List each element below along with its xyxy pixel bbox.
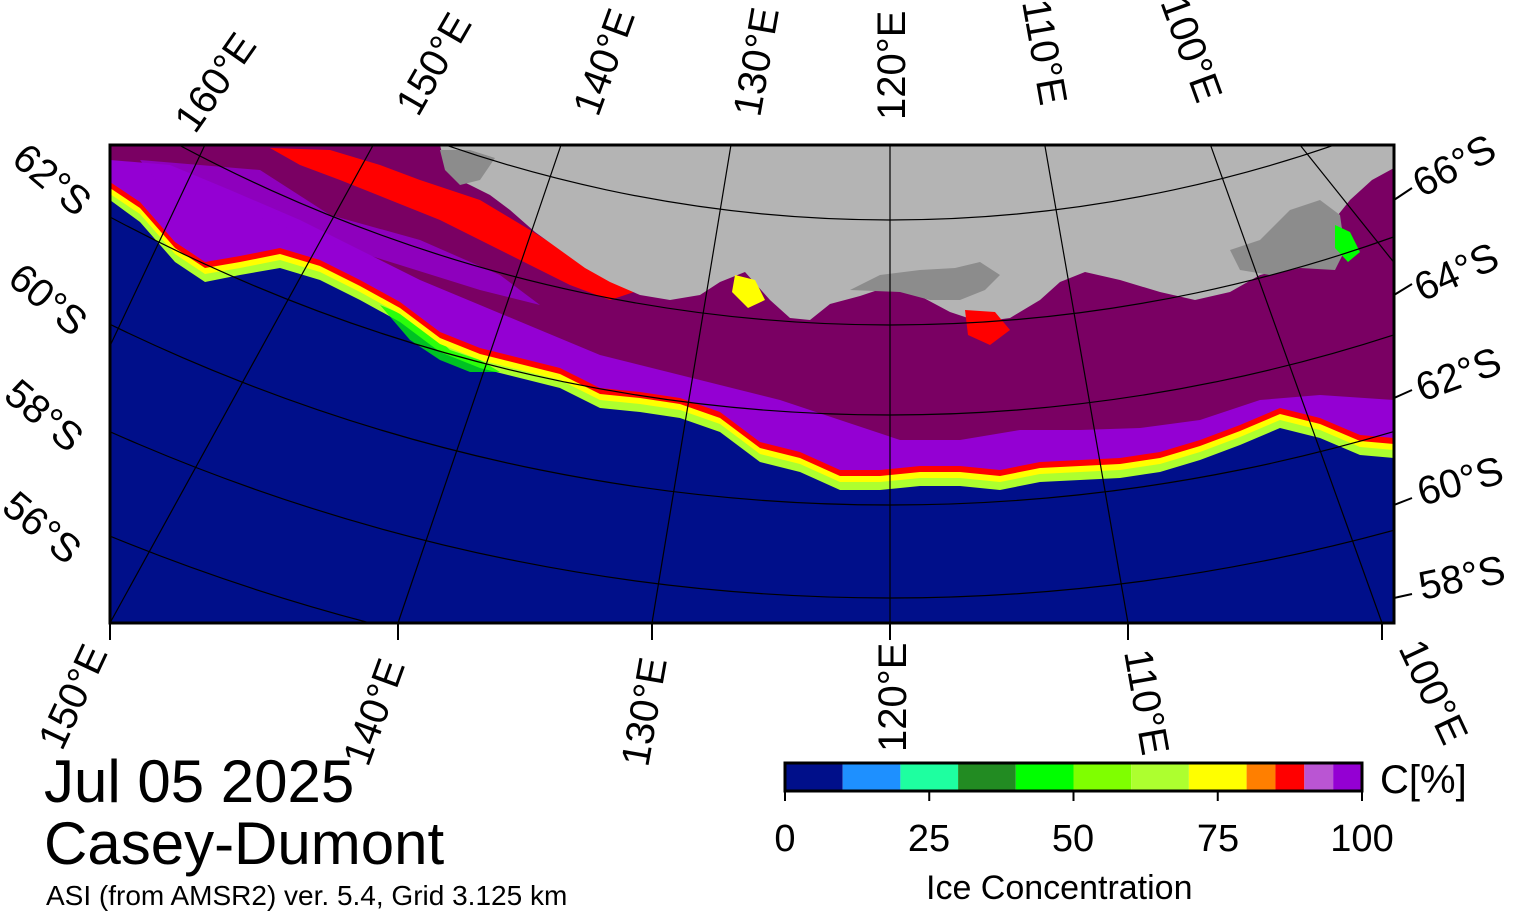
left-lat-label: 62°S xyxy=(4,135,99,225)
right-lat-label: 62°S xyxy=(1410,339,1507,410)
colorbar-segment xyxy=(1188,763,1247,791)
right-lat-label: 58°S xyxy=(1415,548,1509,609)
ice-violet-patches xyxy=(140,160,540,305)
product-info: ASI (from AMSR2) ver. 5.4, Grid 3.125 km xyxy=(46,880,568,911)
left-lat-label: 58°S xyxy=(0,371,91,461)
antarctica-land xyxy=(440,145,1394,322)
meridian-110e xyxy=(1044,145,1129,623)
top-lon-labels: 160°E 150°E 140°E 130°E 120°E 110°E 100°… xyxy=(166,0,1230,140)
ice-shelf-shadow-2 xyxy=(850,262,1000,300)
ice-shelf-shadow-3 xyxy=(440,150,495,185)
ice-shelf-shadow xyxy=(1230,200,1345,275)
colorbar-tick-label: 25 xyxy=(907,818,951,860)
colorbar-segment xyxy=(958,763,1016,791)
map-date: Jul 05 2025 xyxy=(44,748,355,815)
ice-red-coastal xyxy=(270,148,640,300)
right-lat-label: 60°S xyxy=(1412,448,1508,514)
bottom-lon-label: 110°E xyxy=(1115,646,1177,758)
coastal-red-1 xyxy=(965,310,1010,345)
meridian-100e xyxy=(1209,145,1383,623)
colorbar-segment xyxy=(785,763,843,791)
top-lon-label: 150°E xyxy=(388,6,481,123)
colorbar-segment xyxy=(1131,763,1189,791)
colorbar-unit: C[%] xyxy=(1380,758,1467,802)
colorbar-segment xyxy=(1333,763,1362,791)
meridian-90e xyxy=(1299,145,1394,264)
right-lat-label: 66°S xyxy=(1406,126,1504,206)
graticule xyxy=(110,145,1394,623)
top-lon-label: 140°E xyxy=(565,3,644,121)
left-lat-labels: 62°S 60°S 58°S 56°S xyxy=(0,135,99,573)
meridian-140e xyxy=(397,145,562,623)
colorbar-segment xyxy=(900,763,959,791)
colorbar-segment xyxy=(1304,763,1334,791)
bottom-lon-label: 150°E xyxy=(30,638,116,756)
colorbar-segment xyxy=(842,763,901,791)
meridian-160e xyxy=(110,145,206,348)
coastal-yellow-1 xyxy=(732,275,765,308)
map-frame-content xyxy=(110,145,1394,623)
top-lon-label: 120°E xyxy=(870,11,914,120)
colorbar-tick-label: 0 xyxy=(774,818,796,860)
ice-edge-green xyxy=(380,305,500,372)
top-lon-label: 130°E xyxy=(726,4,788,119)
right-lat-label: 64°S xyxy=(1408,235,1506,311)
left-lat-label: 56°S xyxy=(0,483,89,573)
meridian-150e xyxy=(110,145,374,623)
colorbar-title: Ice Concentration xyxy=(926,869,1193,907)
top-lon-label: 110°E xyxy=(1013,0,1075,108)
colorbar-segment xyxy=(1015,763,1074,791)
right-lat-labels: 66°S 64°S 62°S 60°S 58°S xyxy=(1406,126,1510,609)
bottom-lon-label: 120°E xyxy=(871,643,915,752)
colorbar-segment xyxy=(1246,763,1276,791)
left-lat-label: 60°S xyxy=(0,255,95,345)
map-frame xyxy=(108,143,1396,625)
colorbar-tick-label: 100 xyxy=(1330,818,1394,860)
colorbar-tick-label: 75 xyxy=(1196,818,1240,860)
top-lon-label: 100°E xyxy=(1152,0,1231,108)
region-name: Casey-Dumont xyxy=(44,810,445,877)
colorbar-tick-label: 50 xyxy=(1051,818,1095,860)
colorbar xyxy=(783,761,1364,801)
colorbar-segment xyxy=(1073,763,1132,791)
meridian-130e xyxy=(651,145,732,623)
top-lon-label: 160°E xyxy=(166,25,265,140)
bottom-lon-label: 130°E xyxy=(614,654,676,769)
coastal-green-1 xyxy=(1335,225,1360,262)
frame-ticks xyxy=(109,187,1413,640)
colorbar-segment xyxy=(1275,763,1305,791)
bottom-lon-label: 100°E xyxy=(1390,633,1476,751)
